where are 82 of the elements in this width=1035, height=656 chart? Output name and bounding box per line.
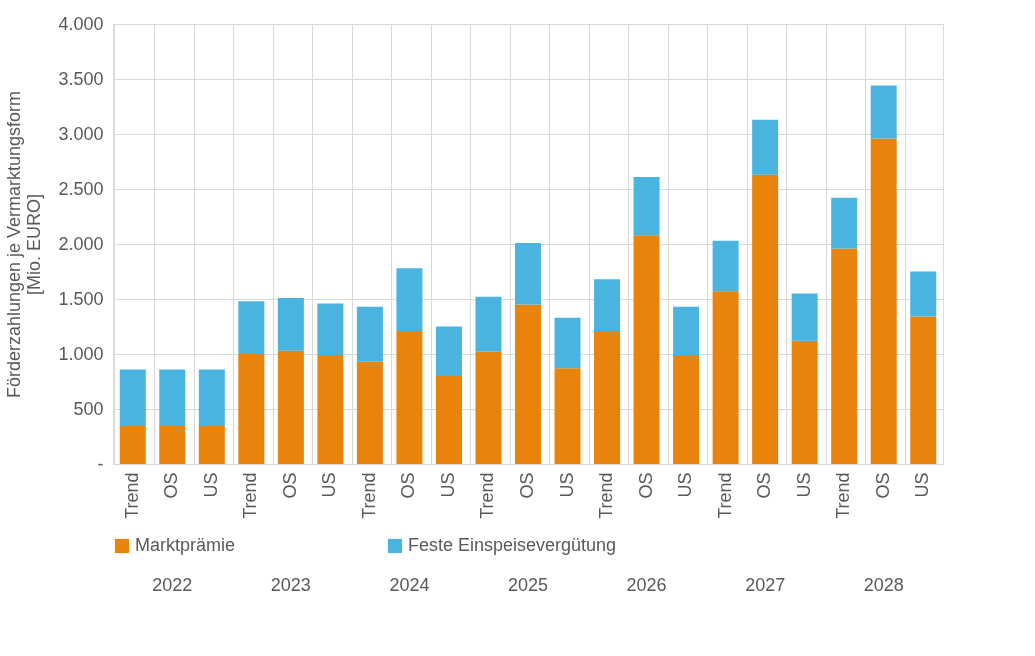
x-tick-label: OS (279, 472, 300, 499)
x-tick-label: OS (754, 472, 775, 499)
y-tick-label: - (97, 453, 104, 474)
bar (356, 306, 383, 362)
y-tick-label: 500 (73, 398, 104, 419)
bar (673, 306, 700, 356)
y-tick-label: 1.000 (58, 343, 104, 364)
y-tick-label: 2.500 (58, 178, 104, 199)
x-tick-label: Trend (358, 472, 379, 519)
bar (119, 369, 146, 427)
text: 2025 (507, 575, 549, 595)
bar (515, 242, 541, 305)
bar (712, 240, 739, 292)
x-tick-label: US (912, 472, 933, 498)
bar (752, 119, 779, 175)
x-tick-label: OS (398, 472, 419, 499)
x-tick-label: US (675, 472, 696, 498)
bar (752, 174, 779, 464)
bar (910, 316, 937, 464)
x-tick-label: Trend (714, 472, 735, 519)
bar (277, 350, 304, 464)
bar (159, 426, 186, 464)
x-tick-label: Trend (833, 472, 854, 519)
bar (870, 85, 897, 139)
y-tick-label: 3.000 (58, 123, 104, 144)
bar (119, 426, 146, 464)
x-tick-label: Trend (596, 472, 617, 519)
bar (317, 355, 344, 464)
bar (198, 369, 225, 427)
text: 2027 (745, 575, 786, 595)
bar (554, 368, 581, 464)
bar (791, 293, 818, 341)
bar (633, 176, 660, 236)
bar (159, 369, 186, 427)
legend-label: Marktprämie (135, 535, 236, 555)
text: 2022 (152, 575, 193, 595)
text: 2024 (389, 575, 430, 595)
bar (317, 303, 344, 356)
x-tick-label: US (437, 472, 458, 498)
bar (633, 235, 660, 464)
y-axis-title: Förderzahlungen je Vermarktungsform [Mio. EURO] (4, 90, 45, 399)
bar (475, 351, 502, 464)
bar (594, 330, 621, 464)
bar (356, 361, 383, 464)
x-tick-label: Trend (240, 472, 261, 519)
x-tick-label: OS (517, 472, 537, 499)
bar (870, 138, 897, 464)
text: 2028 (863, 575, 904, 595)
bar (435, 326, 462, 376)
bar (554, 317, 581, 369)
y-tick-label: 1.500 (58, 288, 104, 309)
bar (238, 354, 265, 464)
bar (515, 304, 541, 464)
y-tick-label: 3.500 (58, 68, 104, 89)
x-tick-label: Trend (121, 472, 142, 519)
y-tick-label: 4.000 (58, 13, 104, 34)
bar (475, 296, 502, 352)
x-tick-label: US (200, 472, 221, 498)
x-tick-label: OS (635, 472, 656, 499)
x-tick-label: Trend (477, 472, 498, 519)
x-tick-label: OS (872, 472, 893, 499)
bar (238, 301, 265, 354)
bar (435, 376, 462, 464)
x-tick-label: US (793, 472, 814, 498)
bar (396, 268, 423, 331)
y-tick-label: 2.000 (58, 233, 104, 254)
bar (277, 297, 304, 351)
legend-label: Feste Einspeisevergütung (408, 535, 617, 555)
text: 2023 (270, 575, 311, 595)
x-tick-label: OS (161, 472, 182, 499)
bar (791, 340, 818, 464)
bar (831, 197, 858, 249)
bar (712, 291, 739, 464)
bar (396, 330, 423, 464)
bar (831, 248, 858, 464)
bar (910, 271, 937, 317)
bar (198, 426, 225, 464)
text: 2026 (626, 575, 667, 595)
x-tick-label: US (319, 472, 340, 498)
bar (594, 279, 621, 331)
x-tick-label: US (556, 472, 577, 498)
bar (673, 355, 700, 464)
